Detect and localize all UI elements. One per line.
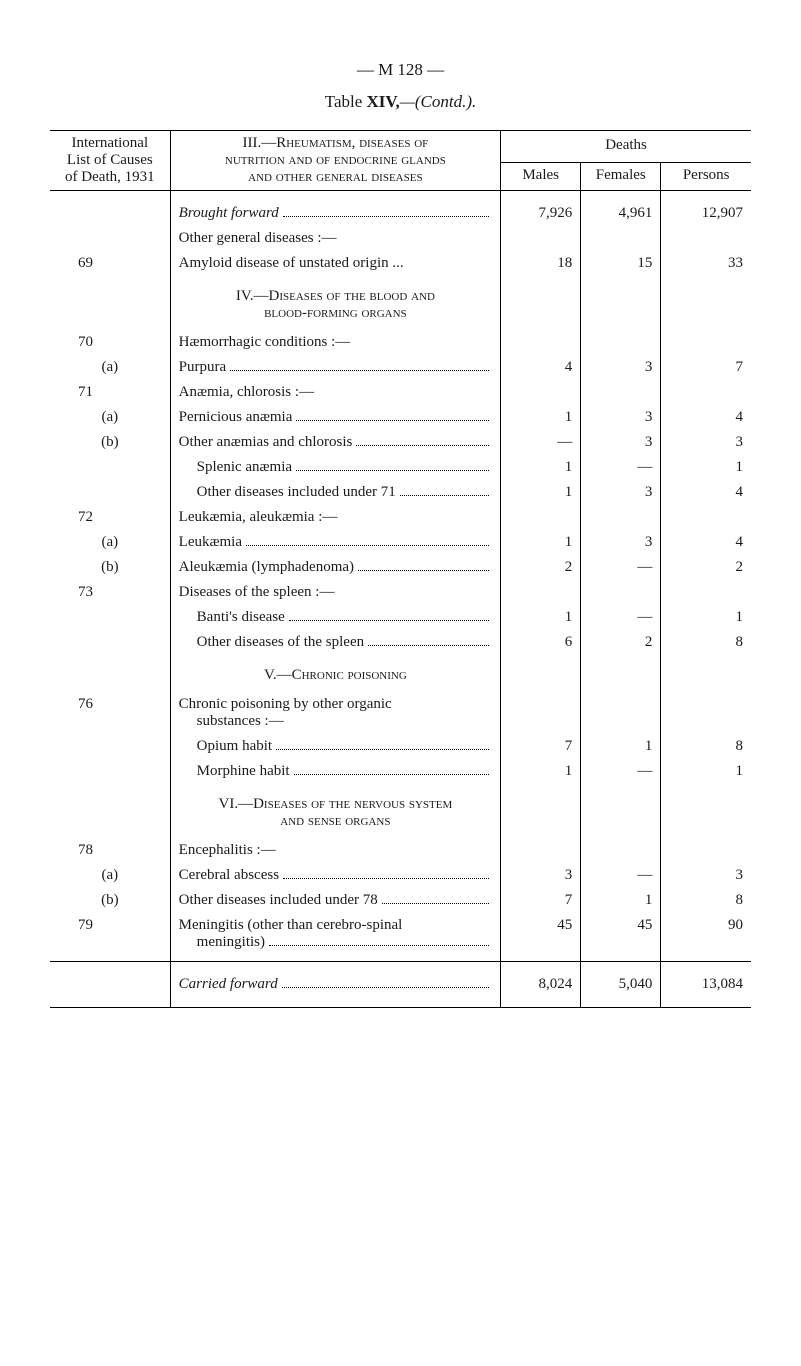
table-row: (a)Purpura437 (50, 355, 751, 380)
table-row: Opium habit718 (50, 734, 751, 759)
table-row: 78Encephalitis :— (50, 838, 751, 863)
table-row: Other general diseases :— (50, 226, 751, 251)
table-row: (a)Pernicious anæmia134 (50, 405, 751, 430)
col-header-females: Females (581, 163, 661, 191)
col-header-code-l2: List of Causes (67, 152, 153, 168)
table-row: 72Leukæmia, aleukæmia :— (50, 505, 751, 530)
table-title-prefix: Table (325, 92, 367, 111)
table-row: 76Chronic poisoning by other organicsubs… (50, 692, 751, 734)
table-total-row: Carried forward8,0245,04013,084 (50, 962, 751, 1008)
table-header: International List of Causes of Death, 1… (50, 131, 751, 191)
table-row: (b)Other diseases included under 78718 (50, 888, 751, 913)
table-number: XIV, (367, 92, 400, 111)
table-row: V.—Chronic poisoning (50, 655, 751, 692)
table-row: IV.—Diseases of the blood andblood-formi… (50, 276, 751, 330)
col-header-males: Males (501, 163, 581, 191)
table-row: (b)Aleukæmia (lymphadenoma)2—2 (50, 555, 751, 580)
col-header-deaths: Deaths (501, 131, 751, 163)
col-header-code: International List of Causes of Death, 1… (50, 131, 170, 191)
col-header-persons: Persons (661, 163, 751, 191)
table-row: 79Meningitis (other than cerebro-spinalm… (50, 913, 751, 962)
table-row: Banti's disease1—1 (50, 605, 751, 630)
table-row: 69Amyloid disease of unstated origin ...… (50, 251, 751, 276)
col-header-code-l1: International (72, 135, 149, 151)
table-row: Morphine habit1—1 (50, 759, 751, 784)
table-row: 73Diseases of the spleen :— (50, 580, 751, 605)
table-row: Other diseases included under 71134 (50, 480, 751, 505)
table-title-suffix: —(Contd.). (400, 92, 477, 111)
col-header-code-l3: of Death, 1931 (65, 169, 155, 185)
table-row: VI.—Diseases of the nervous systemand se… (50, 784, 751, 838)
col-header-desc-l1: III.—Rheumatism, diseases of (242, 135, 428, 151)
table-row: Other diseases of the spleen628 (50, 630, 751, 655)
table-row: 71Anæmia, chlorosis :— (50, 380, 751, 405)
table-row: Splenic anæmia1—1 (50, 455, 751, 480)
col-header-desc-l2: nutrition and of endocrine glands (225, 152, 446, 168)
table-row: 70Hæmorrhagic conditions :— (50, 330, 751, 355)
table-row: (a)Leukæmia134 (50, 530, 751, 555)
table-row: Brought forward7,9264,96112,907 (50, 191, 751, 227)
table-body: Brought forward7,9264,96112,907Other gen… (50, 191, 751, 1008)
deaths-table: International List of Causes of Death, 1… (50, 130, 751, 1008)
col-header-desc: III.—Rheumatism, diseases of nutrition a… (170, 131, 500, 191)
col-header-desc-l3: and other general diseases (248, 169, 422, 185)
table-row: (b)Other anæmias and chlorosis—33 (50, 430, 751, 455)
table-title: Table XIV,—(Contd.). (50, 92, 751, 112)
table-row: (a)Cerebral abscess3—3 (50, 863, 751, 888)
page-header: — M 128 — (50, 60, 751, 80)
